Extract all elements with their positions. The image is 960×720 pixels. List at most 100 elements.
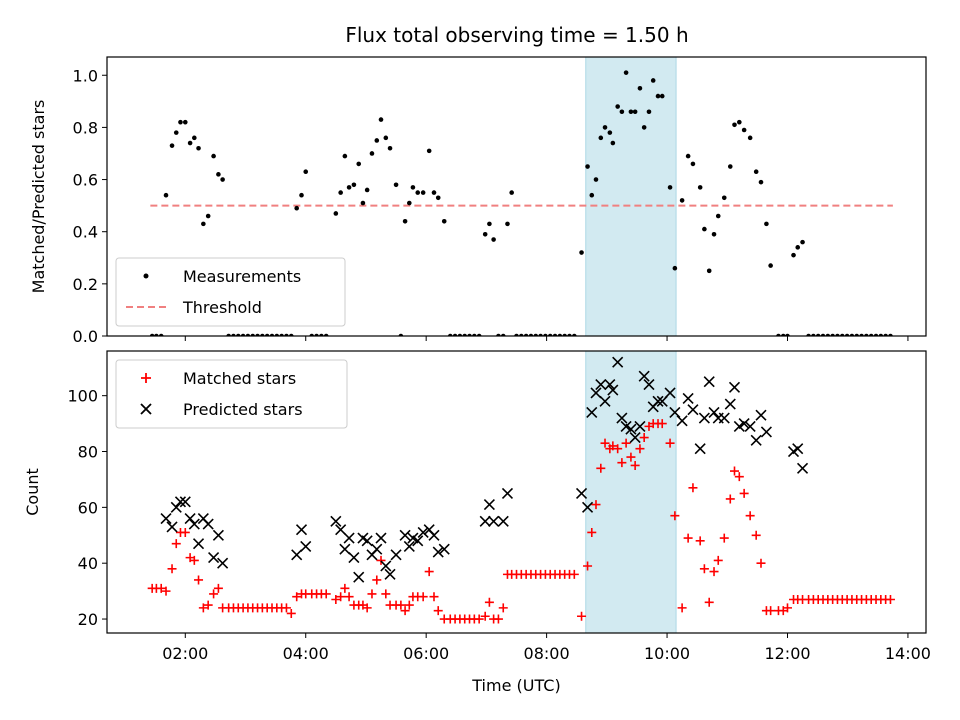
matched-star-marker [608, 441, 618, 451]
measurement-point [415, 190, 421, 195]
measurement-point [655, 93, 661, 99]
measurement-point [426, 148, 432, 154]
axes-frame [106, 56, 927, 337]
measurement-point [721, 195, 727, 201]
x-tick-label: 08:00 [524, 644, 570, 663]
y-tick-label: 40 [78, 554, 98, 573]
plot-area [149, 70, 893, 336]
matched-star-marker [321, 589, 331, 599]
predicted-star-marker [291, 549, 303, 561]
matched-star-marker [766, 606, 776, 616]
measurement-point [593, 177, 599, 182]
measurement-point [706, 268, 712, 274]
predicted-star-marker [170, 501, 182, 513]
measurement-point [299, 192, 304, 198]
predicted-star-marker [664, 387, 676, 399]
measurement-point [732, 122, 737, 128]
matched-star-marker [704, 597, 714, 607]
measurement-point [672, 265, 678, 271]
predicted-star-marker [581, 501, 594, 513]
matched-star-marker [596, 463, 606, 473]
predicted-star-marker [390, 549, 402, 561]
predicted-star-marker [501, 487, 514, 499]
matched-star-marker [683, 533, 693, 543]
matched-star-marker [719, 533, 729, 543]
predicted-star-marker [348, 552, 360, 564]
axes-frame [106, 350, 927, 634]
y-axis-label: Count [23, 468, 42, 516]
measurement-point [795, 245, 801, 250]
matched-star-marker [493, 614, 503, 624]
matched-star-marker [198, 603, 208, 613]
matched-star-marker [209, 589, 219, 599]
matched-star-marker [688, 483, 698, 493]
measurement-point [690, 161, 696, 167]
x-tick-label: 04:00 [283, 644, 329, 663]
matched-star-marker [429, 592, 439, 602]
matched-star-marker [630, 460, 640, 470]
predicted-star-marker [586, 406, 598, 418]
matched-star-marker [281, 603, 291, 613]
predicted-star-marker [625, 423, 637, 435]
matched-star-marker [362, 603, 372, 613]
predicted-star-marker [616, 412, 628, 424]
matched-star-marker [751, 530, 761, 540]
measurement-point [178, 119, 183, 125]
measurement-point [667, 185, 673, 190]
matched-star-marker [699, 564, 709, 574]
matched-star-marker [613, 444, 623, 454]
measurement-point [727, 164, 733, 169]
matched-star-marker [621, 438, 631, 448]
bottom-panel: 20 40 60 80 100 02:00 04:00 06:00 08:00 10:00 12:0… [23, 350, 931, 695]
predicted-star-marker [432, 546, 444, 558]
matched-star-marker [331, 594, 341, 604]
measurement-point [685, 153, 691, 159]
measurement-point [196, 145, 201, 151]
measurement-point [579, 250, 584, 255]
matched-star-marker [171, 539, 181, 549]
measurement-point [659, 93, 665, 99]
matched-star-marker [739, 488, 749, 498]
measurement-point [702, 226, 707, 232]
measurement-point [387, 145, 393, 151]
predicted-star-marker [760, 426, 772, 438]
measurement-point [410, 185, 416, 190]
measurement-point [407, 200, 412, 206]
predicted-star-marker [339, 543, 351, 555]
predicted-star-marker [629, 431, 641, 444]
measurement-point [303, 169, 309, 175]
measurement-point [747, 135, 753, 141]
matched-star-marker [713, 555, 723, 565]
measurement-point [356, 161, 362, 167]
measurement-point [589, 192, 595, 198]
predicted-star-marker [330, 515, 342, 527]
y-tick-label: 0.4 [73, 223, 98, 242]
predicted-star-marker [638, 370, 650, 382]
matched-star-marker [344, 592, 354, 602]
measurement-point [205, 213, 211, 219]
matched-star-marker [626, 452, 636, 462]
legend-x-marker [140, 403, 152, 415]
predicted-star-marker [669, 406, 681, 418]
matched-star-marker [156, 583, 166, 593]
measurement-point [610, 140, 616, 146]
plot-area [147, 356, 895, 624]
measurement-point [333, 211, 339, 216]
matched-star-marker [756, 558, 766, 568]
predicted-star-marker [217, 557, 229, 569]
predicted-star-marker [744, 420, 756, 432]
matched-star-marker [381, 589, 391, 599]
matched-star-marker [600, 438, 610, 448]
measurement-point [378, 117, 384, 122]
predicted-star-marker [792, 443, 804, 455]
matched-star-marker [161, 586, 171, 596]
predicted-star-marker [612, 356, 624, 368]
predicted-star-marker [184, 512, 196, 525]
matched-star-marker [635, 444, 645, 454]
measurement-point [364, 187, 370, 193]
measurement-point [679, 198, 685, 203]
predicted-star-marker [724, 398, 736, 410]
matched-star-marker [167, 564, 177, 574]
matched-star-marker [745, 511, 755, 521]
